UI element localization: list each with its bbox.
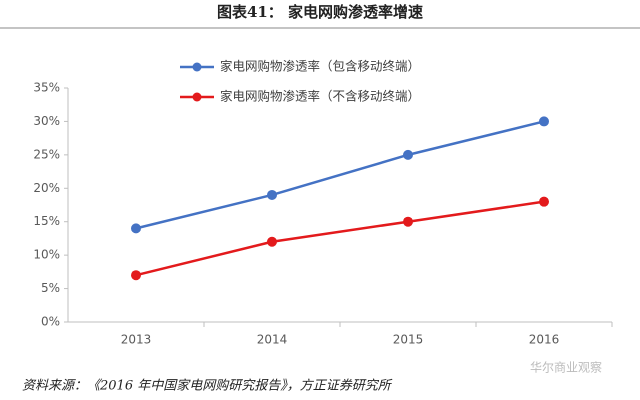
y-tick-label: 5% <box>41 281 60 295</box>
source: 资料来源：《2016 年中国家电网购研究报告》，方正证券研究所 <box>22 378 393 394</box>
point <box>539 116 549 127</box>
point <box>403 149 413 160</box>
watermark: 华尔商业观察 <box>530 360 602 375</box>
y-tick-label: 35% <box>33 81 60 95</box>
y-tick-label: 30% <box>33 114 60 128</box>
point <box>539 196 549 207</box>
series-line <box>135 120 545 230</box>
x-tick-label: 2015 <box>393 333 424 347</box>
legend-label: 家电网购物渗透率（不含移动终端） <box>220 89 420 104</box>
point <box>131 270 141 281</box>
chart-title: 图表41： 家电网购渗透率增速 <box>217 3 423 21</box>
x-tick-label: 2016 <box>529 333 560 347</box>
point <box>267 189 277 200</box>
legend-marker <box>192 62 202 72</box>
y-tick-label: 10% <box>33 248 60 262</box>
x-tick-label: 2014 <box>257 333 288 347</box>
point <box>131 223 141 234</box>
series-line <box>135 200 545 277</box>
x-tick-label: 2013 <box>121 333 152 347</box>
legend-label: 家电网购物渗透率（包含移动终端） <box>220 59 420 74</box>
y-tick-label: 20% <box>33 181 60 195</box>
point <box>403 216 413 227</box>
point <box>267 236 277 247</box>
legend-marker <box>192 92 202 102</box>
y-tick-label: 25% <box>33 147 60 161</box>
y-tick-label: 15% <box>33 214 60 228</box>
y-tick-label: 0% <box>41 315 60 329</box>
